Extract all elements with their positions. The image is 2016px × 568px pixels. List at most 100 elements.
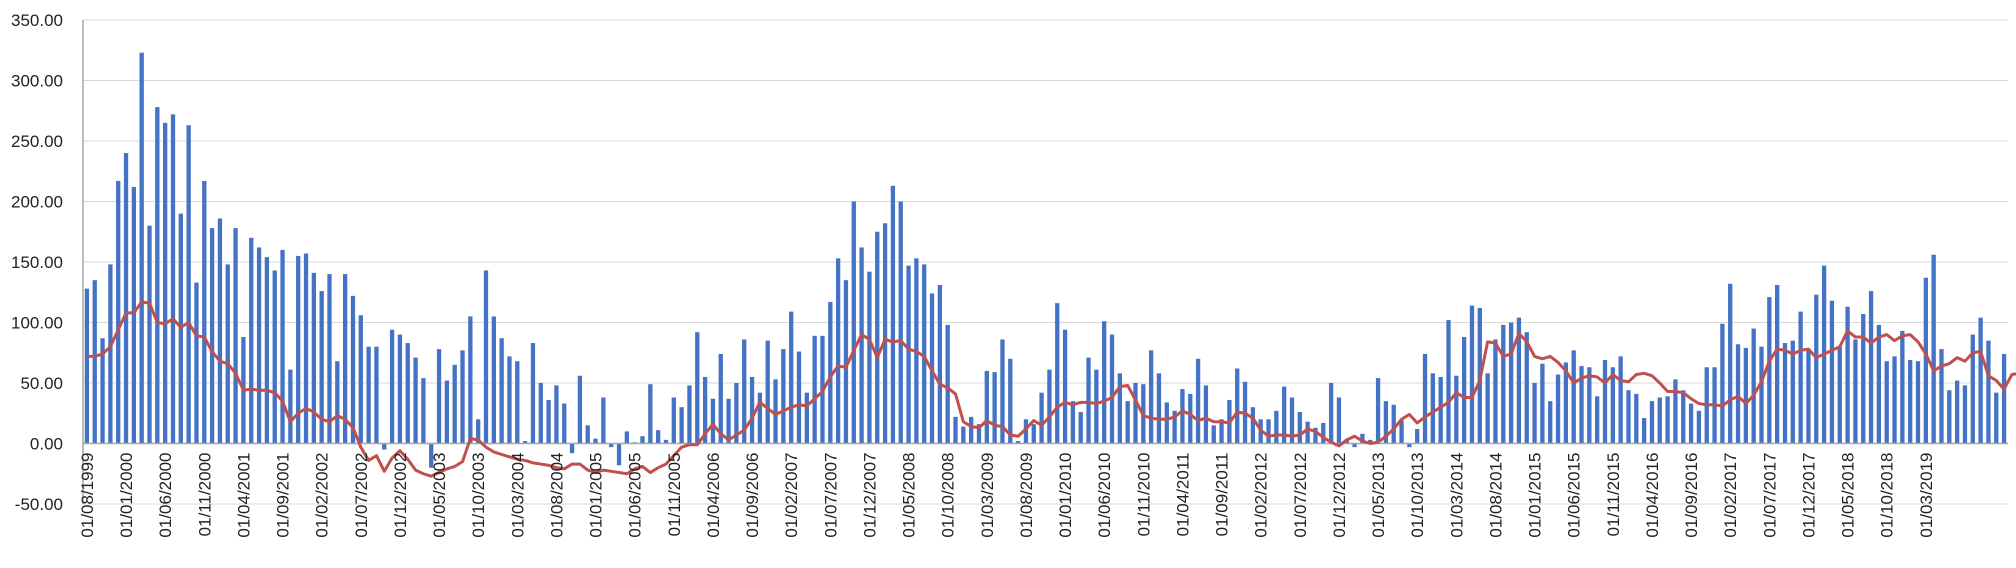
bar	[1595, 396, 1600, 444]
y-axis-tick-labels: -50.00 0.00 50.00 100.00 150.00 200.00 250.00 3…	[11, 11, 63, 514]
bar	[225, 264, 230, 444]
bar	[1031, 424, 1036, 444]
bar	[749, 376, 755, 444]
bar	[123, 153, 129, 444]
bar	[1939, 349, 1944, 444]
bar	[1407, 443, 1412, 448]
bar	[898, 201, 903, 444]
y-tick-label: 250.00	[11, 132, 63, 151]
bar	[695, 332, 700, 444]
bar	[1266, 419, 1271, 444]
bar	[483, 270, 489, 444]
x-tick-label: 01/12/2007	[860, 453, 879, 538]
bar	[1000, 339, 1005, 444]
bar	[1954, 380, 1960, 444]
bar	[1282, 386, 1287, 444]
bar	[1634, 393, 1639, 444]
bar	[616, 443, 622, 466]
bar	[1399, 420, 1404, 444]
bar	[1102, 321, 1107, 444]
bar	[640, 436, 645, 444]
x-tick-label: 01/05/2003	[430, 453, 449, 538]
bar	[976, 424, 982, 444]
x-tick-label: 01/06/2005	[626, 453, 645, 538]
bar	[1587, 367, 1592, 444]
bar	[327, 274, 332, 444]
bar	[1117, 373, 1122, 444]
x-tick-label: 01/10/2018	[1878, 453, 1897, 538]
bar	[1571, 350, 1576, 444]
bar	[163, 122, 168, 444]
bar	[1501, 324, 1506, 444]
bar	[256, 247, 262, 444]
bar	[100, 338, 105, 444]
bar	[1751, 328, 1756, 444]
bar	[1657, 397, 1662, 444]
bar	[1219, 419, 1224, 444]
bar	[1274, 410, 1279, 444]
bar	[656, 430, 661, 444]
y-tick-label: 150.00	[11, 253, 63, 272]
bar	[773, 379, 778, 444]
bar	[1313, 427, 1318, 444]
bar	[1853, 339, 1858, 444]
x-tick-label: 01/08/2004	[547, 453, 566, 538]
x-tick-label: 01/04/2001	[234, 453, 253, 538]
bar	[937, 284, 943, 444]
bar	[757, 392, 763, 444]
x-tick-label: 01/06/2015	[1565, 453, 1584, 538]
bar	[1532, 383, 1537, 444]
x-tick-label: 01/07/2012	[1291, 453, 1310, 538]
line-series	[86, 300, 2016, 478]
bar	[953, 416, 958, 444]
bar	[92, 280, 97, 444]
bar	[726, 398, 731, 444]
x-axis-tick-labels: 01/08/1999 01/01/2000 01/06/2000 01/11/2000…	[78, 453, 1936, 538]
bar	[303, 253, 309, 444]
bar	[984, 370, 989, 444]
bar	[1148, 350, 1154, 444]
bar	[734, 383, 739, 444]
bar	[702, 376, 708, 444]
bar	[1994, 392, 1999, 444]
x-tick-label: 01/09/2001	[274, 453, 293, 538]
bar	[1947, 390, 1952, 444]
bar-series	[84, 52, 2007, 468]
bar	[194, 282, 199, 444]
bar	[522, 441, 528, 444]
bar	[491, 316, 496, 444]
x-tick-label: 01/11/2000	[195, 453, 214, 537]
x-tick-label: 01/06/2000	[156, 453, 175, 538]
bar	[1673, 379, 1678, 444]
bar	[1023, 419, 1029, 444]
bar	[1649, 401, 1655, 444]
bar	[742, 339, 747, 444]
bar	[1962, 385, 1968, 444]
x-tick-label: 01/03/2014	[1447, 453, 1466, 538]
y-tick-label: 200.00	[11, 193, 63, 212]
x-tick-label: 01/11/2015	[1604, 453, 1623, 537]
bar	[867, 271, 872, 444]
bar	[1094, 369, 1099, 444]
bar	[890, 185, 896, 444]
bar	[593, 438, 598, 444]
bar	[1391, 404, 1396, 444]
y-tick-label: 100.00	[11, 314, 63, 333]
x-tick-label: 01/05/2008	[900, 453, 919, 538]
bar	[1602, 360, 1608, 444]
bar	[851, 201, 856, 444]
bar	[1086, 357, 1091, 444]
bar	[1728, 283, 1733, 444]
bar	[546, 399, 551, 444]
bar	[1923, 277, 1928, 444]
bar	[1461, 337, 1467, 444]
y-tick-label: 50.00	[20, 374, 63, 393]
x-tick-label: 01/08/2009	[1017, 453, 1036, 538]
bar	[1328, 383, 1334, 444]
bar	[217, 218, 223, 444]
bar	[515, 361, 520, 444]
bar	[280, 249, 285, 444]
x-tick-label: 01/08/2014	[1486, 453, 1505, 538]
bar	[554, 385, 559, 444]
x-tick-label: 01/12/2012	[1330, 453, 1349, 538]
